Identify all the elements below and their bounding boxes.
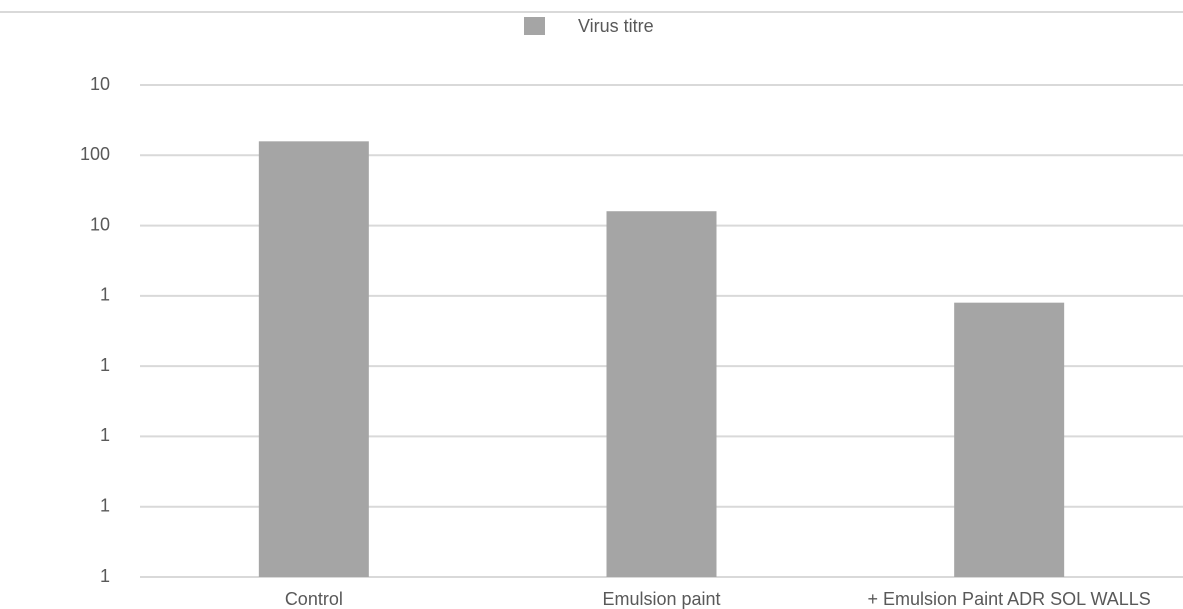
y-tick-label: 1 [100,285,110,305]
y-tick-label: 1 [100,566,110,586]
y-tick-label: 10 [90,214,110,234]
y-tick-label: 1 [100,355,110,375]
y-tick-label: 1 [100,495,110,515]
y-tick-label: 100 [80,144,110,164]
x-tick-label: + Emulsion Paint ADR SOL WALLS [868,589,1151,609]
legend-swatch [524,17,545,35]
y-tick-label: 1 [100,425,110,445]
bar [954,302,1065,577]
bar [606,211,717,577]
legend-label: Virus titre [578,16,654,36]
x-tick-label: Emulsion paint [602,589,720,609]
x-tick-label: Control [285,589,343,609]
y-tick-label: 10 [90,74,110,94]
bar [258,141,369,578]
